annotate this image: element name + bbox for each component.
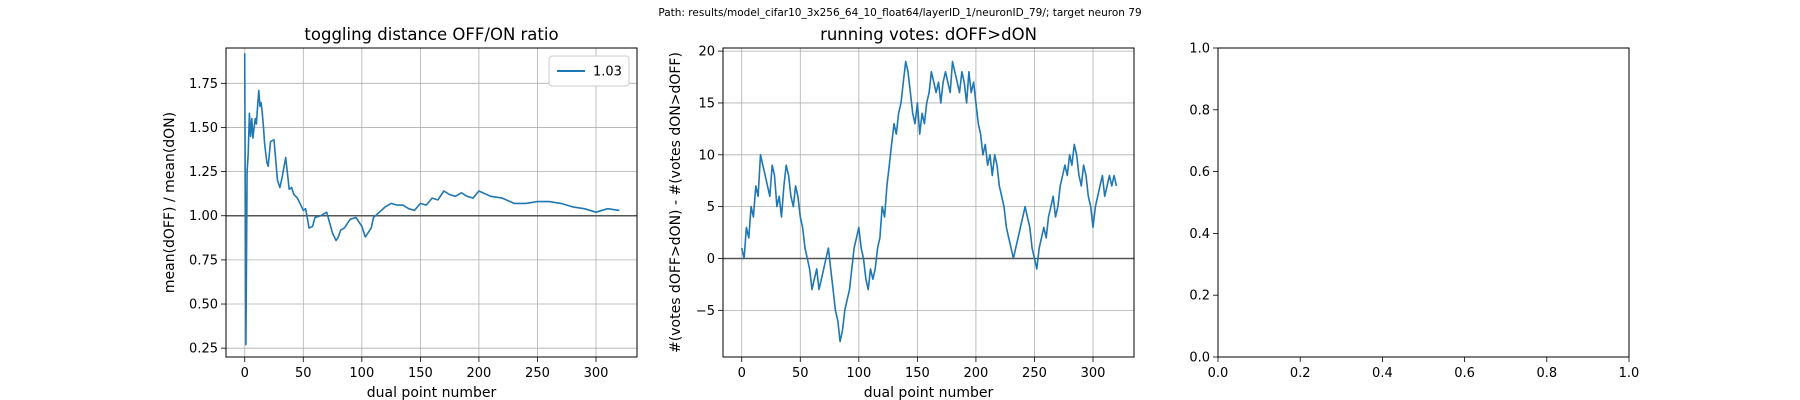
- votes-chart: 0 50 100 150 200 250 300 −5 0 5 10 15 20 running vote…: [668, 25, 1135, 400]
- chart-title: toggling distance OFF/ON ratio: [304, 25, 558, 44]
- y-tick-label: 15: [698, 96, 715, 111]
- series-line: [740, 60, 1118, 343]
- x-tick-label: 50: [295, 366, 312, 381]
- x-axis-label: dual point number: [864, 385, 994, 400]
- x-tick-label: 200: [467, 366, 492, 381]
- y-tick-label: 1.0: [1189, 42, 1210, 57]
- x-tick-label: 150: [408, 366, 433, 381]
- x-tick-label: 1.0: [1619, 366, 1640, 381]
- x-tick-label: 200: [964, 366, 989, 381]
- empty-chart: 0.0 0.2 0.4 0.6 0.8 1.0 0.0 0.2 0.4 0.6 0.8 1.0: [1189, 42, 1639, 382]
- y-tick-label: 0.75: [189, 253, 218, 268]
- x-tick-label: 0: [738, 366, 746, 381]
- x-tick-label: 0.0: [1208, 366, 1229, 381]
- y-axis-label: mean(dOFF) / mean(dON): [162, 112, 178, 293]
- x-tick-label: 100: [846, 366, 871, 381]
- y-tick-label: 0.2: [1189, 289, 1210, 304]
- y-tick-label: 0: [707, 252, 715, 267]
- axes-frame: [722, 47, 1135, 358]
- x-axis-label: dual point number: [367, 385, 497, 400]
- x-tick-label: 50: [792, 366, 809, 381]
- y-tick-label: 20: [698, 45, 715, 60]
- y-axis-label: #(votes dOFF>dON) - #(votes dON>dOFF): [668, 52, 684, 353]
- y-tick-label: 0.8: [1189, 103, 1210, 118]
- legend-label: 1.03: [593, 65, 622, 80]
- y-tick-label: 5: [707, 200, 715, 215]
- x-tick-label: 0: [241, 366, 249, 381]
- y-tick-label: 1.25: [189, 165, 218, 180]
- figure-suptitle: Path: results/model_cifar10_3x256_64_10_…: [658, 7, 1141, 19]
- x-tick-label: 0.4: [1372, 366, 1393, 381]
- x-tick-label: 150: [905, 366, 930, 381]
- x-tick-label: 0.2: [1290, 366, 1311, 381]
- y-tick-label: −5: [696, 304, 715, 319]
- y-tick-label: 1.50: [189, 121, 218, 136]
- axes-frame: [225, 47, 638, 358]
- axes-frame: [1217, 47, 1630, 358]
- y-tick-label: 0.0: [1189, 351, 1210, 366]
- chart-title: running votes: dOFF>dON: [820, 25, 1037, 44]
- y-tick-label: 0.50: [189, 298, 218, 313]
- y-tick-label: 0.6: [1189, 165, 1210, 180]
- x-tick-label: 100: [349, 366, 374, 381]
- y-tick-label: 10: [698, 148, 715, 163]
- x-tick-label: 0.6: [1454, 366, 1475, 381]
- x-tick-label: 250: [1022, 366, 1047, 381]
- y-tick-label: 1.00: [189, 209, 218, 224]
- x-tick-label: 300: [584, 366, 609, 381]
- legend-box: [548, 55, 630, 87]
- y-tick-label: 0.25: [189, 342, 218, 357]
- y-tick-label: 1.75: [189, 77, 218, 92]
- y-tick-label: 0.4: [1189, 227, 1210, 242]
- series-line: [243, 53, 620, 346]
- x-tick-label: 300: [1081, 366, 1106, 381]
- x-tick-label: 0.8: [1536, 366, 1557, 381]
- ratio-chart: 0 50 100 150 200 250 300 0.25 0.50 0.75 1.00 1.25 1.…: [162, 25, 638, 400]
- x-tick-label: 250: [525, 366, 550, 381]
